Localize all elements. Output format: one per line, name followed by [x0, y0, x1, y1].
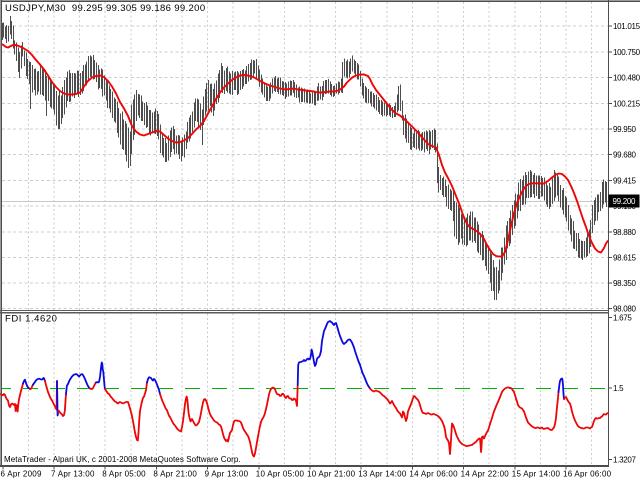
svg-text:13 Apr 14:00: 13 Apr 14:00	[358, 470, 407, 479]
svg-text:MetaTrader - Alpari UK, c 2001: MetaTrader - Alpari UK, c 2001-2008 Meta…	[4, 455, 241, 464]
svg-text:101.015: 101.015	[613, 22, 640, 31]
svg-text:99.950: 99.950	[613, 125, 637, 134]
svg-text:100.215: 100.215	[613, 99, 640, 108]
svg-text:98.350: 98.350	[613, 279, 637, 288]
svg-text:8 Apr 05:00: 8 Apr 05:00	[102, 470, 146, 479]
svg-text:8 Apr 21:00: 8 Apr 21:00	[153, 470, 197, 479]
svg-text:10 Apr 21:00: 10 Apr 21:00	[307, 470, 356, 479]
svg-text:USDJPY,M30 99.295 99.305 99.1: USDJPY,M30 99.295 99.305 99.186 99.200	[5, 3, 205, 14]
svg-text:99.680: 99.680	[613, 151, 637, 160]
svg-text:10 Apr 05:00: 10 Apr 05:00	[256, 470, 305, 479]
svg-text:14 Apr 06:00: 14 Apr 06:00	[409, 470, 458, 479]
svg-text:7 Apr 13:00: 7 Apr 13:00	[51, 470, 95, 479]
svg-text:6 Apr 2009: 6 Apr 2009	[1, 470, 43, 479]
svg-text:99.415: 99.415	[613, 176, 637, 185]
svg-text:1.5: 1.5	[613, 384, 624, 393]
svg-text:9 Apr 13:00: 9 Apr 13:00	[205, 470, 249, 479]
svg-text:1.675: 1.675	[613, 314, 632, 323]
svg-text:98.080: 98.080	[613, 305, 637, 314]
svg-text:16 Apr 06:00: 16 Apr 06:00	[563, 470, 612, 479]
svg-text:100.750: 100.750	[613, 48, 640, 57]
svg-text:98.615: 98.615	[613, 254, 637, 263]
svg-text:98.880: 98.880	[613, 228, 637, 237]
svg-text:15 Apr 14:00: 15 Apr 14:00	[512, 470, 561, 479]
svg-text:1.3207: 1.3207	[613, 456, 637, 465]
svg-text:14 Apr 22:00: 14 Apr 22:00	[461, 470, 510, 479]
svg-text:99.200: 99.200	[613, 197, 637, 206]
svg-text:FDI 1.4620: FDI 1.4620	[5, 314, 58, 325]
svg-text:100.480: 100.480	[613, 74, 640, 83]
